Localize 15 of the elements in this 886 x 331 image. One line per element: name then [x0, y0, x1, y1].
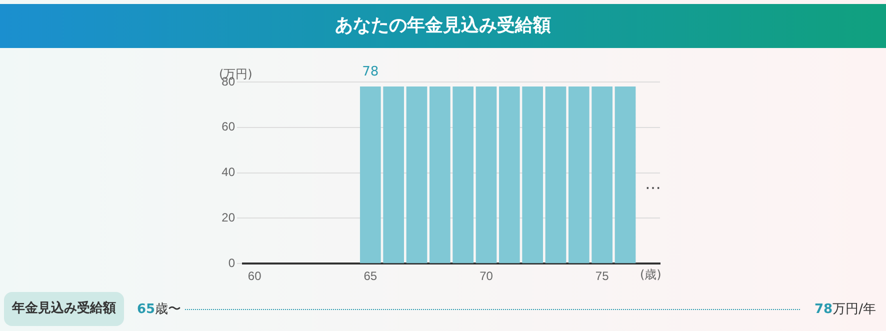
y-tick-label: 20 — [222, 210, 236, 225]
x-tick-label: 70 — [480, 269, 494, 284]
x-tick-label: 75 — [595, 269, 610, 284]
text: 78万円/年 — [814, 302, 876, 317]
chart-title: あなたの年金見込み受給額 — [0, 4, 886, 48]
x-axis-title: (歳) — [640, 268, 662, 282]
y-tick-label: 0 — [228, 256, 236, 270]
text: 年金見込み受給額 — [12, 301, 116, 316]
y-tick-label: 40 — [222, 165, 236, 180]
x-tick-label: 60 — [248, 269, 262, 284]
y-tick-label: 60 — [222, 120, 236, 134]
x-tick-label: 65 — [364, 269, 378, 284]
text: 65歳〜 — [137, 302, 182, 317]
annotation: … — [645, 174, 661, 193]
data-label: 78 — [362, 64, 379, 80]
